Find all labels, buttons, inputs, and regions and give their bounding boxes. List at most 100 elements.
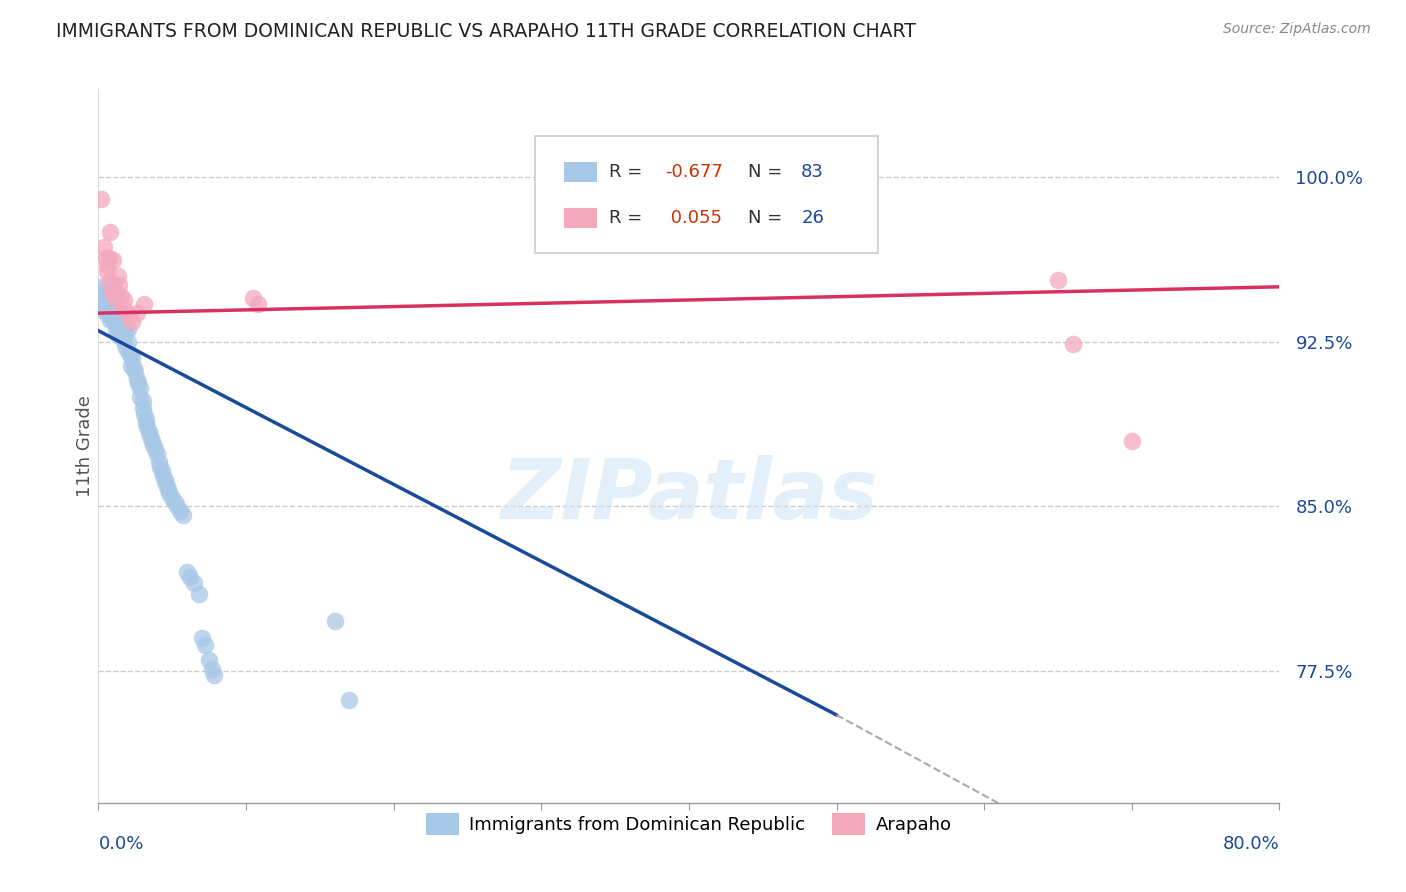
Point [96, 297, 118, 311]
Point [146, 447, 169, 461]
Point [122, 361, 145, 376]
Point [105, 293, 128, 307]
Point [96, 258, 118, 272]
Point [139, 429, 162, 443]
Point [94, 300, 117, 314]
Point [323, 614, 346, 628]
Text: R =: R = [609, 210, 648, 227]
Point [201, 662, 224, 676]
Point [150, 464, 173, 478]
Point [107, 328, 129, 343]
Text: 0.055: 0.055 [665, 210, 723, 227]
Point [142, 438, 165, 452]
Point [194, 638, 217, 652]
Text: N =: N = [748, 210, 787, 227]
Point [198, 653, 221, 667]
Point [96, 293, 118, 307]
Point [179, 569, 201, 583]
Point [97, 300, 120, 314]
Point [98, 225, 121, 239]
Point [157, 486, 180, 500]
Point [152, 468, 174, 483]
Point [125, 306, 148, 320]
Point [166, 500, 188, 514]
FancyBboxPatch shape [536, 136, 877, 253]
Point [134, 297, 156, 311]
Point [156, 482, 179, 496]
Point [90, 192, 112, 206]
Point [120, 348, 142, 362]
Point [91, 293, 114, 307]
Point [89, 280, 111, 294]
Point [143, 442, 166, 457]
Point [107, 268, 129, 283]
Point [128, 381, 150, 395]
Point [90, 288, 112, 302]
Text: IMMIGRANTS FROM DOMINICAN REPUBLIC VS ARAPAHO 11TH GRADE CORRELATION CHART: IMMIGRANTS FROM DOMINICAN REPUBLIC VS AR… [56, 22, 917, 41]
Point [112, 293, 135, 307]
Point [98, 312, 121, 326]
Point [94, 293, 117, 307]
Point [169, 504, 191, 518]
Text: 26: 26 [801, 210, 824, 227]
Bar [564, 208, 596, 228]
Point [128, 390, 150, 404]
Legend: Immigrants from Dominican Republic, Arapaho: Immigrants from Dominican Republic, Arap… [418, 804, 960, 844]
Point [1062, 337, 1084, 351]
Point [132, 401, 155, 415]
Point [176, 566, 198, 580]
Point [138, 425, 160, 439]
Point [246, 297, 269, 311]
Text: 80.0%: 80.0% [1223, 835, 1279, 853]
Text: 83: 83 [801, 162, 824, 181]
Point [148, 455, 170, 469]
Point [125, 372, 148, 386]
Point [111, 310, 134, 325]
Point [108, 304, 131, 318]
Y-axis label: 11th Grade: 11th Grade [76, 395, 94, 497]
Point [183, 576, 205, 591]
Point [124, 366, 146, 380]
Text: R =: R = [609, 162, 648, 181]
Point [141, 434, 163, 448]
Point [105, 317, 128, 331]
Point [93, 297, 115, 311]
Point [108, 277, 131, 292]
Text: Source: ZipAtlas.com: Source: ZipAtlas.com [1223, 22, 1371, 37]
Point [98, 304, 121, 318]
Point [121, 315, 143, 329]
Point [118, 345, 141, 359]
Point [110, 330, 132, 344]
Point [1121, 434, 1143, 448]
Point [97, 276, 120, 290]
Point [111, 321, 134, 335]
Point [100, 286, 122, 301]
Point [97, 288, 120, 302]
Point [94, 252, 117, 266]
Point [94, 288, 117, 302]
Point [339, 692, 361, 706]
Point [155, 477, 177, 491]
Point [115, 341, 138, 355]
Point [96, 264, 118, 278]
Point [110, 288, 132, 302]
Text: ZIPatlas: ZIPatlas [501, 456, 877, 536]
Point [127, 376, 149, 391]
Point [165, 495, 187, 509]
Point [134, 407, 156, 421]
Point [162, 491, 183, 505]
Point [202, 668, 225, 682]
Point [108, 317, 131, 331]
Text: -0.677: -0.677 [665, 162, 723, 181]
Point [96, 304, 118, 318]
Point [121, 352, 143, 367]
Point [97, 252, 120, 266]
Text: 0.0%: 0.0% [98, 835, 143, 853]
Point [187, 587, 209, 601]
Point [103, 277, 125, 292]
Point [1046, 273, 1070, 287]
Point [114, 326, 136, 340]
Point [242, 291, 264, 305]
Bar [564, 161, 596, 182]
Point [112, 301, 135, 316]
